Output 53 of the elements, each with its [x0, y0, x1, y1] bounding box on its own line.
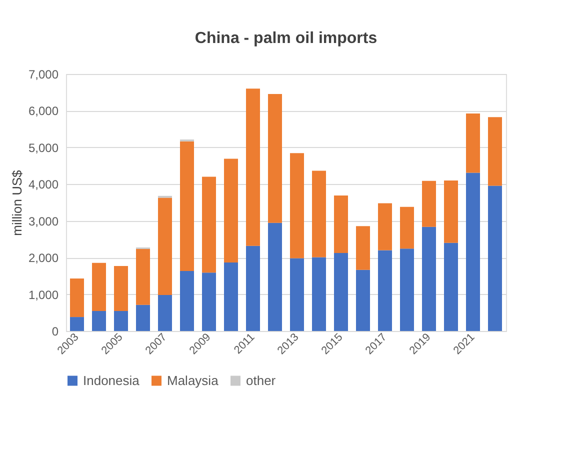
bar	[290, 153, 304, 258]
bar	[444, 242, 458, 331]
y-tick-label: 2,000	[28, 251, 59, 266]
bar	[488, 186, 502, 331]
bar	[180, 270, 194, 331]
bar	[70, 278, 84, 318]
y-tick-label: 6,000	[28, 104, 59, 118]
bar	[378, 203, 392, 250]
bar	[466, 113, 480, 173]
bar	[400, 248, 414, 331]
bar	[92, 310, 106, 331]
bar	[136, 304, 150, 331]
bar	[356, 270, 370, 331]
bar	[202, 272, 216, 331]
bar	[466, 172, 480, 331]
legend-label: other	[246, 372, 276, 388]
y-tick-label: 4,000	[28, 178, 59, 192]
y-tick-label: 3,000	[28, 214, 59, 228]
bar	[334, 252, 348, 331]
bar	[224, 262, 238, 331]
bar	[422, 226, 436, 331]
bar	[224, 158, 238, 263]
bar	[312, 170, 326, 258]
y-tick-label: 7,000	[28, 68, 59, 82]
legend-label: Malaysia	[167, 372, 220, 388]
bar	[334, 196, 348, 253]
bar	[114, 310, 128, 331]
bar	[136, 248, 150, 305]
legend-label: Indonesia	[83, 372, 140, 388]
bar	[246, 88, 260, 246]
bar	[400, 206, 414, 249]
y-tick-label: 1,000	[28, 288, 59, 302]
y-tick-label: 0	[52, 324, 59, 338]
bar	[158, 198, 172, 296]
bar	[268, 222, 282, 331]
chart-title: China - palm oil imports	[194, 30, 378, 47]
bar	[488, 117, 502, 186]
y-tick-label: 5,000	[28, 140, 59, 155]
bar	[422, 180, 436, 227]
bar	[290, 258, 304, 331]
bar	[268, 94, 282, 223]
bar	[312, 257, 326, 331]
bar	[92, 262, 106, 311]
bar	[444, 180, 458, 243]
bar	[180, 141, 194, 271]
bar	[70, 317, 84, 331]
bar	[114, 266, 128, 311]
y-axis-title: million US$	[9, 169, 24, 236]
bar	[356, 226, 370, 270]
bar	[246, 246, 260, 331]
bar	[158, 295, 172, 331]
bar	[378, 250, 392, 331]
bar	[202, 176, 216, 273]
